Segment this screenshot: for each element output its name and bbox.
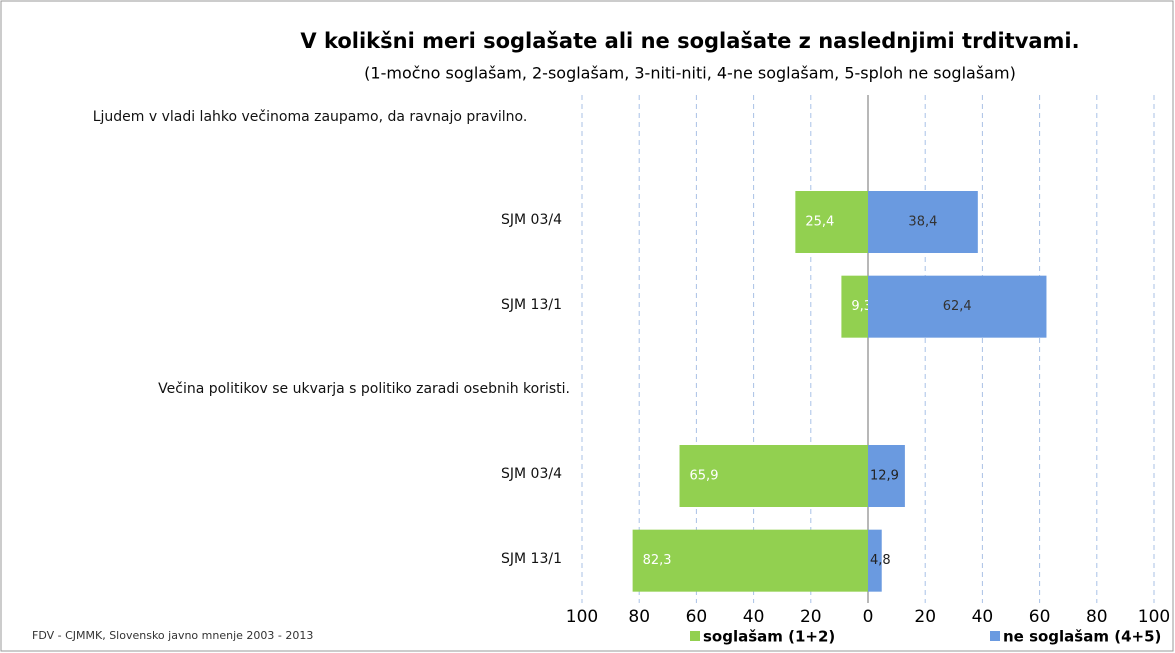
data-label: 62,4 bbox=[943, 299, 972, 314]
category-label: Večina politikov se ukvarja s politiko z… bbox=[158, 381, 570, 398]
x-tick-label: 100 bbox=[566, 607, 598, 627]
data-label: 25,4 bbox=[805, 215, 834, 230]
legend-swatch bbox=[690, 631, 700, 641]
bar bbox=[841, 275, 868, 338]
x-tick-label: 60 bbox=[686, 607, 708, 627]
legend-label: soglašam (1+2) bbox=[703, 628, 835, 646]
x-tick-label: 20 bbox=[800, 607, 822, 627]
data-label: 4,8 bbox=[870, 553, 891, 568]
x-tick-label: 80 bbox=[628, 607, 650, 627]
x-tick-label: 0 bbox=[863, 607, 874, 627]
category-label: SJM 03/4 bbox=[501, 466, 562, 482]
x-tick-label: 80 bbox=[1086, 607, 1108, 627]
x-tick-label: 40 bbox=[972, 607, 994, 627]
chart-title: V kolikšni meri soglašate ali ne soglaša… bbox=[300, 29, 1079, 53]
legend-label: ne soglašam (4+5) bbox=[1003, 628, 1161, 646]
data-label: 12,9 bbox=[870, 469, 899, 484]
data-label: 38,4 bbox=[908, 215, 937, 230]
chart-subtitle: (1-močno soglašam, 2-soglašam, 3-niti-ni… bbox=[364, 64, 1016, 83]
category-label: SJM 13/1 bbox=[501, 296, 562, 313]
data-label: 9,3 bbox=[851, 299, 872, 314]
bar bbox=[632, 529, 868, 592]
bar bbox=[679, 445, 868, 507]
source-note: FDV - CJMMK, Slovensko javno mnenje 2003… bbox=[32, 629, 313, 642]
category-label: SJM 13/1 bbox=[501, 550, 562, 567]
x-tick-label: 40 bbox=[743, 607, 765, 627]
legend-swatch bbox=[990, 631, 1000, 641]
bar bbox=[795, 191, 868, 253]
x-tick-label: 20 bbox=[914, 607, 936, 627]
bar bbox=[868, 275, 1047, 338]
category-label: Ljudem v vladi lahko večinoma zaupamo, d… bbox=[92, 109, 528, 126]
bar bbox=[868, 445, 905, 507]
data-label: 65,9 bbox=[690, 469, 719, 484]
x-tick-label: 100 bbox=[1138, 607, 1170, 627]
category-label: SJM 03/4 bbox=[501, 212, 562, 228]
bar bbox=[868, 529, 882, 592]
bar bbox=[868, 191, 978, 253]
data-label: 82,3 bbox=[643, 553, 672, 568]
x-tick-label: 60 bbox=[1029, 607, 1051, 627]
